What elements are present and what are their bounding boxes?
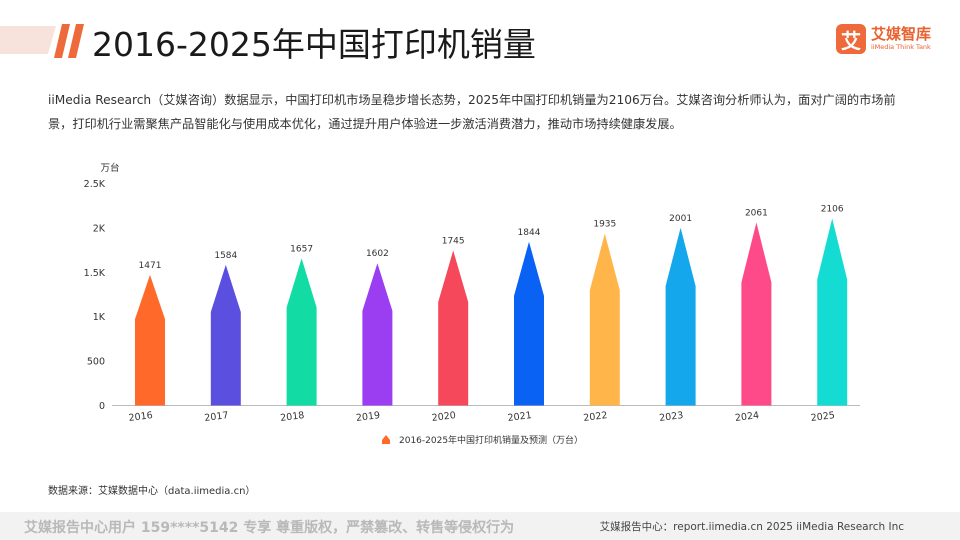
sales-spike-chart: 万台 0 500 1K 1.5K 2K 2.5K 1471 1584 1657 1602 1745… [84,162,860,446]
bar-2020 [438,250,469,406]
y-axis-unit: 万台 [100,162,119,174]
value-label-2016: 1471 [139,261,162,271]
y-tick-label: 1K [93,312,106,323]
bar-2016 [135,274,165,406]
x-tick-2018: 2018 [280,410,305,424]
y-tick-label: 0 [99,401,105,412]
x-tick-2019: 2019 [355,410,380,424]
value-label-2018: 1657 [290,244,313,254]
logo-badge-icon: 艾 [836,24,866,54]
bar-2022 [589,233,620,406]
legend: 2016-2025年中国打印机销量及预测（万台） [382,434,583,446]
bar-2023 [665,227,696,406]
value-label-2025: 2106 [821,204,844,214]
x-tick-2020: 2020 [431,410,456,424]
value-label-2024: 2061 [745,208,768,218]
bar-2024 [741,222,772,406]
logo-text: 艾媒智库 iiMedia Think Tank [871,26,931,52]
y-tick-label: 2.5K [84,179,106,190]
bar-2018 [286,258,317,406]
bars-group [135,218,848,406]
bar-2017 [210,264,241,406]
legend-swatch-icon [382,435,390,444]
bar-2021 [514,241,544,406]
y-tick-label: 1.5K [84,268,106,279]
value-label-2023: 2001 [669,214,692,224]
legend-label: 2016-2025年中国打印机销量及预测（万台） [399,434,583,446]
value-label-2017: 1584 [214,251,237,261]
x-tick-2023: 2023 [659,410,684,424]
bar-2019 [362,263,393,406]
y-tick-label: 500 [87,357,105,368]
logo-name: 艾媒智库 [871,25,932,43]
value-label-2019: 1602 [366,249,389,259]
title-accent-stripes [0,24,84,58]
y-tick-label: 2K [93,223,106,234]
x-tick-2022: 2022 [583,410,608,424]
value-label-2020: 1745 [442,237,465,247]
y-axis-ticks: 0 500 1K 1.5K 2K 2.5K [84,179,106,412]
x-tick-2017: 2017 [204,410,229,424]
data-source: 数据来源：艾媒数据中心（data.iimedia.cn） [48,486,256,497]
logo-subtitle: iiMedia Think Tank [871,43,931,51]
footer-site-info: 艾媒报告中心：report.iimedia.cn 2025 iiMedia Re… [599,521,904,533]
x-axis-ticks: 2016 2017 2018 2019 2020 2021 2022 2023 2024 2025 [128,410,836,424]
x-tick-2025: 2025 [810,410,835,424]
value-label-2021: 1844 [518,228,541,238]
footer-bar [0,512,960,540]
x-tick-2016: 2016 [128,410,153,424]
x-tick-2024: 2024 [734,410,759,424]
value-labels-group: 1471 1584 1657 1602 1745 1844 1935 2001 2061 2106 [139,204,844,270]
brand-logo: 艾 艾媒智库 iiMedia Think Tank [836,24,931,54]
page-title: 2016-2025年中国打印机销量 [92,25,536,64]
footer-copyright-notice: 艾媒报告中心用户 159****5142 专享 尊重版权，严禁篡改、转售等侵权行… [24,520,515,536]
intro-paragraph: iiMedia Research（艾媒咨询）数据显示，中国打印机市场呈稳步增长态… [48,93,896,131]
x-tick-2021: 2021 [507,410,532,424]
value-label-2022: 1935 [593,220,616,230]
bar-2025 [817,218,848,406]
